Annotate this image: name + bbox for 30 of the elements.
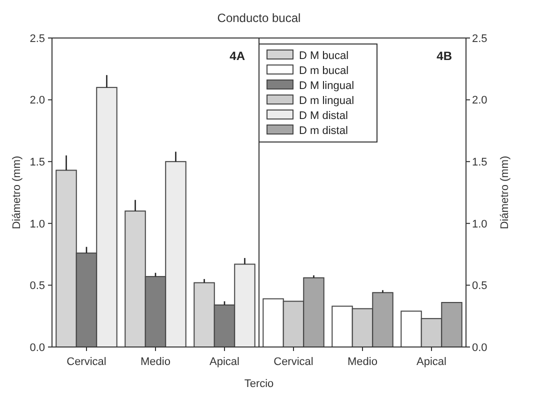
x-tick-label: Apical (210, 356, 240, 368)
x-tick-label: Medio (140, 356, 170, 368)
y-tick-label: 1.0 (30, 218, 45, 230)
x-tick-label: Medio (348, 356, 378, 368)
x-tick-label: Cervical (274, 356, 314, 368)
y2-tick-label: 0.0 (472, 342, 488, 354)
annotation: 4A (230, 49, 246, 63)
legend-label: D m lingual (299, 94, 354, 107)
x-axis-title: Tercio (244, 378, 274, 390)
annotation: 4B (436, 49, 452, 63)
legend-label: D M bucal (299, 50, 349, 62)
x-tick-label: Cervical (66, 356, 106, 368)
legend-label: D M distal (299, 110, 348, 122)
y2-tick-label: 2.0 (472, 94, 488, 107)
y2-tick-label: 1.0 (472, 218, 488, 230)
y-tick-label: 2.0 (30, 94, 45, 107)
y2-tick-label: 2.5 (472, 32, 488, 45)
y-tick-label: 1.5 (30, 156, 45, 168)
x-tick-label: Apical (416, 356, 446, 368)
legend-label: D m distal (299, 124, 348, 137)
y2-tick-label: 1.5 (472, 156, 488, 168)
y-tick-label: 0.5 (30, 280, 45, 292)
y-axis-title: Diámetro (mm) (11, 156, 23, 230)
y2-axis-title: Diámetro (mm) (499, 156, 511, 230)
y-tick-label: 0.0 (30, 342, 45, 354)
legend-label: D M lingual (299, 80, 354, 92)
chart-title: Conducto bucal (217, 11, 301, 25)
legend-label: D m bucal (299, 64, 349, 77)
y2-tick-label: 0.5 (472, 280, 488, 292)
y-tick-label: 2.5 (30, 32, 45, 45)
